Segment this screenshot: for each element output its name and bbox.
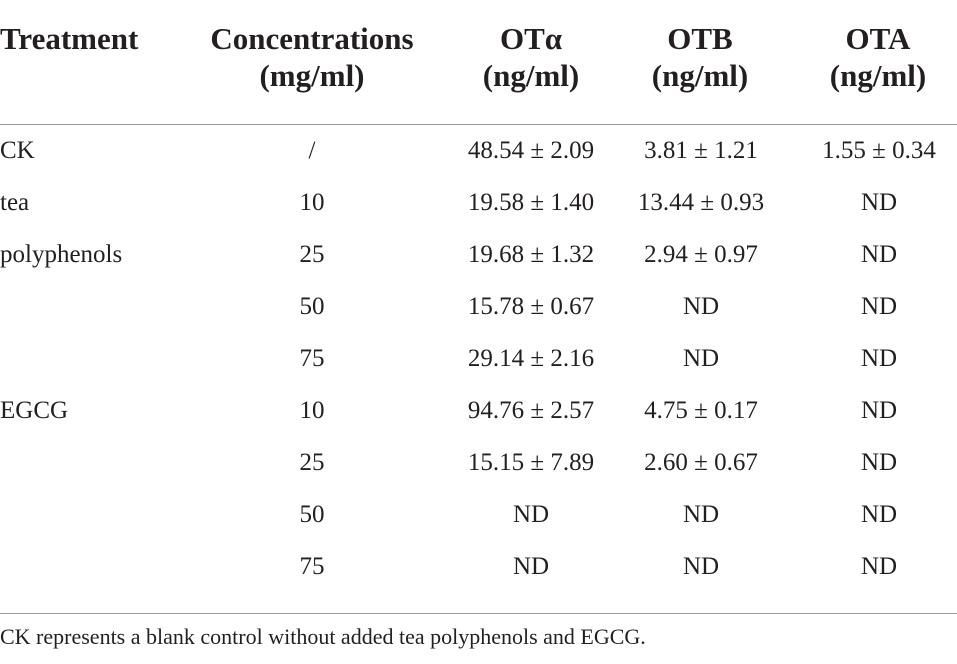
header-treatment: Treatment — [0, 21, 139, 56]
cell-ota-alpha: ND — [512, 501, 550, 528]
cell-ota: ND — [860, 397, 898, 424]
table-row: 75 ND ND ND — [0, 541, 957, 593]
cell-ota: ND — [860, 293, 898, 320]
cell-treatment: polyphenols — [0, 241, 123, 268]
cell-concentration: 50 — [299, 501, 325, 528]
cell-otb: 3.81 ± 1.21 — [644, 137, 758, 164]
cell-concentration: 75 — [299, 553, 325, 580]
table-row: polyphenols 25 19.68 ± 1.32 2.94 ± 0.97 … — [0, 229, 957, 281]
cell-otb: ND — [682, 501, 720, 528]
header-ota: OTA (ng/ml) — [829, 21, 927, 93]
table-row: 75 29.14 ± 2.16 ND ND — [0, 333, 957, 385]
cell-otb: 4.75 ± 0.17 — [644, 397, 758, 424]
table-row: EGCG 10 94.76 ± 2.57 4.75 ± 0.17 ND — [0, 385, 957, 437]
cell-ota: ND — [860, 501, 898, 528]
cell-ota-alpha: 15.78 ± 0.67 — [467, 293, 595, 320]
cell-ota-alpha: ND — [512, 553, 550, 580]
cell-otb: 2.94 ± 0.97 — [644, 241, 758, 268]
cell-ota: ND — [860, 553, 898, 580]
table-body: CK / 48.54 ± 2.09 3.81 ± 1.21 1.55 ± 0.3… — [0, 125, 957, 614]
table-row: 50 15.78 ± 0.67 ND ND — [0, 281, 957, 333]
cell-otb: ND — [682, 345, 720, 372]
cell-concentration: 75 — [299, 345, 325, 372]
cell-ota-alpha: 19.58 ± 1.40 — [467, 189, 595, 216]
cell-ota-alpha: 15.15 ± 7.89 — [467, 449, 595, 476]
cell-ota: ND — [860, 241, 898, 268]
cell-ota-alpha: 94.76 ± 2.57 — [467, 397, 595, 424]
cell-concentration: / — [308, 137, 316, 164]
cell-otb: ND — [682, 553, 720, 580]
cell-concentration: 10 — [299, 189, 325, 216]
table-row: tea 10 19.58 ± 1.40 13.44 ± 0.93 ND — [0, 177, 957, 229]
cell-treatment: CK — [0, 137, 35, 164]
table-row: 25 15.15 ± 7.89 2.60 ± 0.67 ND — [0, 437, 957, 489]
cell-ota-alpha: 19.68 ± 1.32 — [467, 241, 595, 268]
cell-ota: ND — [860, 449, 898, 476]
table-row: CK / 48.54 ± 2.09 3.81 ± 1.21 1.55 ± 0.3… — [0, 125, 957, 177]
cell-treatment: EGCG — [0, 397, 69, 424]
cell-concentration: 50 — [299, 293, 325, 320]
header-concentrations: Concentrations (mg/ml) — [210, 21, 414, 93]
data-table: Treatment Concentrations (mg/ml) OTα (ng… — [0, 0, 957, 614]
header-ota-alpha: OTα (ng/ml) — [482, 21, 580, 93]
cell-concentration: 10 — [299, 397, 325, 424]
cell-otb: ND — [682, 293, 720, 320]
cell-concentration: 25 — [299, 241, 325, 268]
cell-ota: 1.55 ± 0.34 — [822, 137, 936, 164]
cell-ota: ND — [860, 345, 898, 372]
table-row: 50 ND ND ND — [0, 489, 957, 541]
table-footnote: CK represents a blank control without ad… — [0, 624, 646, 649]
cell-ota: ND — [860, 189, 898, 216]
cell-ota-alpha: 29.14 ± 2.16 — [467, 345, 595, 372]
cell-treatment: tea — [0, 189, 30, 216]
cell-otb: 13.44 ± 0.93 — [637, 189, 765, 216]
header-otb: OTB (ng/ml) — [651, 21, 749, 93]
cell-otb: 2.60 ± 0.67 — [644, 449, 758, 476]
table-header: Treatment Concentrations (mg/ml) OTα (ng… — [0, 0, 957, 125]
cell-ota-alpha: 48.54 ± 2.09 — [467, 137, 595, 164]
cell-concentration: 25 — [299, 449, 325, 476]
